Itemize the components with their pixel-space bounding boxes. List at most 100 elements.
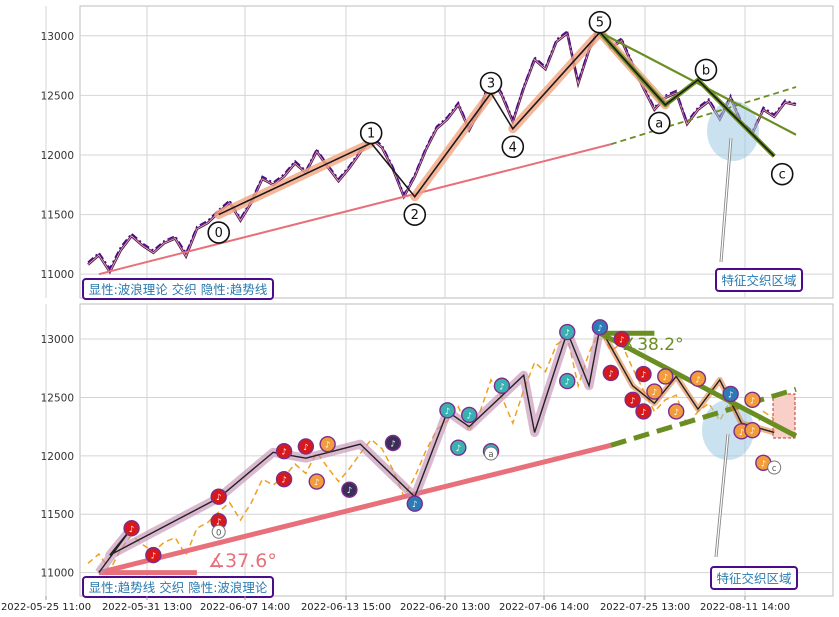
wave-label-0: 0 — [215, 226, 223, 241]
wave-label-1: 1 — [367, 127, 375, 142]
top-legend-text: 显性:波浪理论 交织 隐性:趋势线 — [89, 282, 268, 297]
note-glyph: ♪ — [325, 441, 330, 451]
hidden-wave-label: a — [488, 450, 493, 460]
note-marker — [559, 372, 576, 390]
y-tick-label: 13000 — [41, 334, 74, 346]
note-glyph: ♪ — [216, 518, 221, 528]
wave-label-3: 3 — [487, 77, 495, 92]
note-glyph: ♪ — [151, 552, 156, 562]
note-glyph: ♪ — [641, 408, 646, 418]
note-glyph: ♪ — [608, 369, 613, 379]
note-glyph: ♪ — [597, 324, 602, 334]
x-tick-label: 2022-08-11 14:00 — [700, 602, 790, 613]
top-legend: 显性:波浪理论 交织 隐性:趋势线 — [82, 278, 274, 300]
note-glyph: ♪ — [619, 336, 624, 346]
top-legend-box — [82, 278, 274, 300]
bottom-callout-pointer-inner — [715, 433, 729, 558]
top-overlays — [98, 27, 797, 276]
note-marker — [624, 391, 641, 408]
y-tick-label: 11500 — [41, 210, 74, 222]
note-marker — [275, 442, 293, 460]
note-glyph: ♪ — [281, 476, 286, 486]
note-glyph: ♪ — [467, 411, 472, 421]
x-tick-label: 2022-05-31 13:00 — [102, 602, 192, 613]
bottom-note-markers: ♪♪♪♪♪♪♪♪♪♪♪♪♪♪♪♪♪♪♪♪♪♪♪♪♪♪♪♪♪♪♪♪♪♪0ac — [123, 319, 782, 564]
note-glyph: ♪ — [761, 459, 766, 469]
top-callout-pointer-inner — [720, 137, 732, 263]
note-marker — [384, 434, 402, 452]
note-marker — [744, 391, 761, 408]
top-panel: 11000 11500 12000 12500 13000 0 1 2 3 4 5 a b c 特征交织… — [41, 5, 834, 300]
wave-marker-3 — [479, 71, 503, 95]
price-dashdot — [87, 22, 797, 270]
note-glyph: ♪ — [750, 427, 755, 437]
top-wave-markers: 0 1 2 3 4 5 a b c — [207, 10, 794, 244]
bottom-overlays — [95, 325, 798, 576]
wave-marker-2 — [403, 203, 427, 226]
note-glyph: ♪ — [750, 396, 755, 406]
bottom-y-axis: 11000 11500 12000 12500 13000 — [41, 334, 74, 580]
top-zone-label-box — [715, 268, 803, 292]
note-glyph: ♪ — [728, 390, 733, 400]
resistance-trendline — [599, 31, 797, 136]
note-marker — [450, 439, 467, 456]
hidden-wave-label: 0 — [216, 528, 221, 538]
note-glyph: ♪ — [445, 407, 450, 417]
note-glyph: ♪ — [652, 388, 657, 398]
bottom-zone-label-box — [710, 566, 798, 590]
y-tick-label: 11500 — [41, 509, 74, 521]
wave-label-b: b — [702, 63, 710, 78]
top-y-axis: 11000 11500 12000 12500 13000 — [41, 31, 74, 281]
note-marker — [145, 546, 162, 564]
y-tick-label: 11000 — [41, 269, 74, 281]
note-glyph: ♪ — [565, 378, 570, 388]
note-marker — [657, 368, 674, 385]
note-marker — [591, 319, 609, 336]
wave-marker-c — [770, 162, 794, 186]
x-tick-label: 2022-06-07 14:00 — [200, 602, 290, 613]
wave-marker-1 — [359, 121, 383, 145]
note-glyph: ♪ — [390, 439, 395, 449]
note-marker — [646, 383, 663, 400]
note-glyph: ♪ — [499, 382, 504, 392]
note-marker — [602, 364, 620, 382]
bottom-legend: 显性:趋势线 交织 隐性:波浪理论 — [82, 576, 274, 598]
x-axis: 2022-05-25 11:00 2022-05-31 13:00 2022-06-… — [1, 596, 790, 613]
note-marker — [341, 481, 358, 498]
note-glyph: ♪ — [663, 373, 668, 383]
bottom-panel: 11000 11500 12000 12500 13000 ♪ ♪ ♪ ♪ ♪ ♪ ♪ ♪ ♪ ♪ ♪ ♪ ♪ ♪… — [41, 303, 834, 598]
note-marker — [123, 520, 140, 537]
angle-label-support: ∡37.6° — [208, 550, 277, 572]
x-tick-label: 2022-07-06 14:00 — [499, 602, 589, 613]
note-marker — [613, 330, 630, 348]
y-tick-label: 12000 — [41, 150, 74, 162]
note-marker — [439, 402, 456, 419]
note-marker — [667, 403, 685, 420]
bottom-legend-text: 显性:趋势线 交织 隐性:波浪理论 — [89, 580, 268, 595]
wave-marker-5 — [588, 10, 612, 34]
note-glyph: ♪ — [630, 396, 635, 406]
wave-marker-b — [694, 58, 718, 82]
wave-label-4: 4 — [509, 140, 517, 155]
top-zone-callout: 特征交织区域 — [715, 137, 803, 292]
note-marker — [461, 406, 478, 424]
y-tick-label: 12500 — [41, 90, 74, 102]
wave-label-a: a — [655, 116, 663, 131]
wave-label-2: 2 — [411, 208, 419, 223]
support-trendline-extension — [610, 86, 797, 146]
angle-label-resistance: ∡38.2° — [622, 335, 684, 355]
x-tick-label: 2022-07-25 13:00 — [600, 602, 690, 613]
wave-label-5: 5 — [596, 16, 604, 31]
note-marker — [319, 435, 336, 453]
x-tick-label: 2022-06-20 13:00 — [400, 602, 490, 613]
note-glyph: ♪ — [456, 444, 461, 454]
note-glyph: ♪ — [281, 448, 286, 458]
note-glyph: ♪ — [303, 443, 308, 453]
support-trendline — [98, 143, 612, 276]
note-marker — [722, 385, 739, 403]
y-tick-label: 13000 — [41, 31, 74, 43]
note-glyph: ♪ — [129, 525, 134, 535]
note-glyph: ♪ — [314, 478, 319, 488]
wave-marker-a — [647, 111, 671, 135]
